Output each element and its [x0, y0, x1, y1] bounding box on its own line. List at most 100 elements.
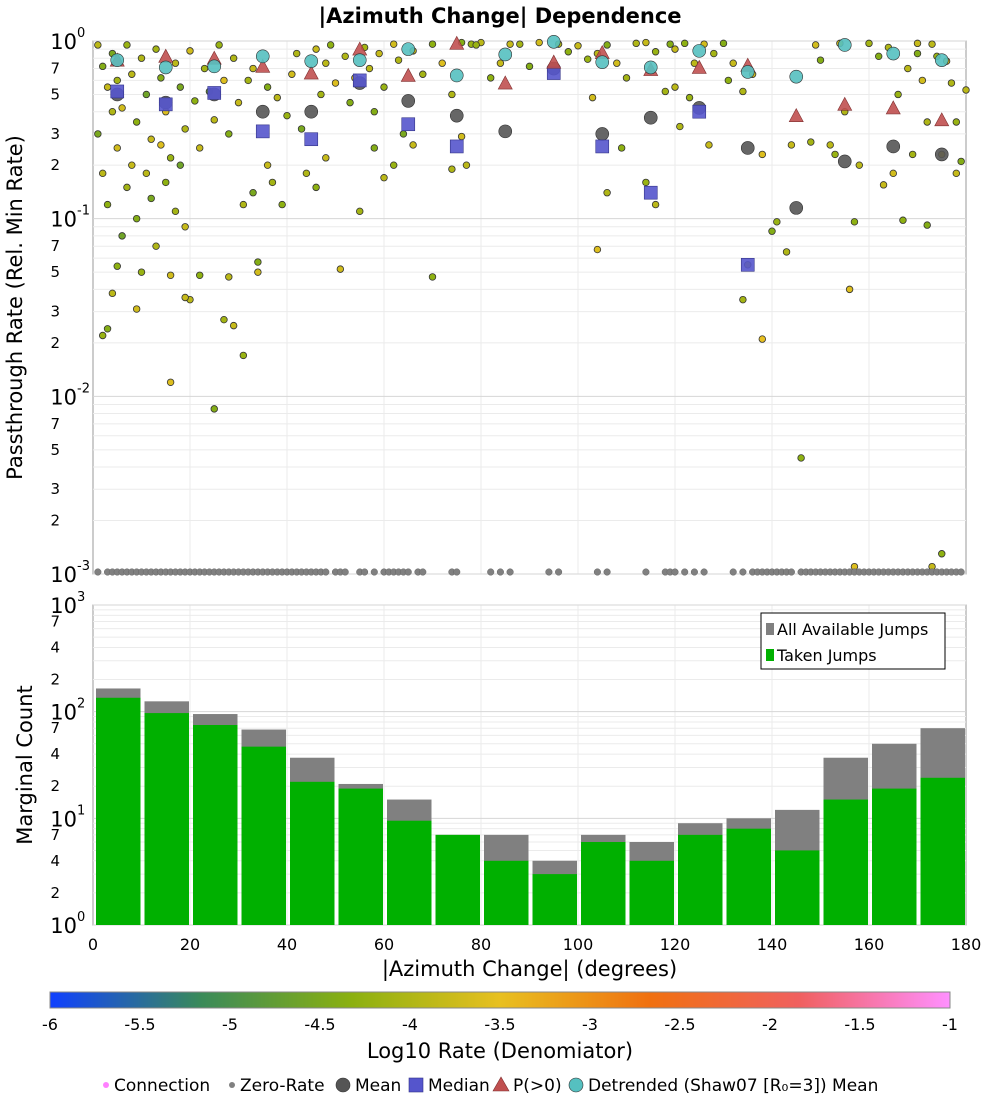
- taken-jumps-bar: [726, 828, 771, 925]
- histogram-legend: All Available Jumps Taken Jumps: [760, 612, 946, 670]
- connection-point: [128, 161, 136, 169]
- connection-point: [409, 141, 417, 149]
- connection-point: [908, 150, 917, 159]
- colorbar-tick-label: -3: [582, 1015, 598, 1034]
- histogram-y-axis-label: Marginal Count: [13, 685, 37, 844]
- histogram-x-tick-labels: 0 20 40 60 80 100 120 140 160 180: [88, 935, 981, 954]
- connection-point: [370, 144, 378, 152]
- histogram-y-major-tick-label: 10: [50, 594, 77, 618]
- connection-point: [642, 38, 650, 47]
- histogram-y-major-tick-label: 10: [50, 807, 77, 831]
- scatter-y-minor-tick-label: 3: [50, 480, 60, 498]
- connection-point: [811, 41, 820, 49]
- connection-point: [816, 56, 825, 64]
- connection-point: [845, 285, 854, 294]
- mean-marker: [449, 108, 464, 123]
- zero-rate-point: [404, 568, 412, 576]
- colorbar-tick-label: -4: [402, 1015, 418, 1034]
- x-tick-label: 100: [563, 935, 594, 954]
- detrended-mean-marker: [207, 59, 222, 74]
- zero-rate-point: [341, 568, 349, 576]
- connection-point: [739, 295, 747, 304]
- detrended-mean-marker: [304, 54, 319, 68]
- legend-label: Zero-Rate: [240, 1076, 325, 1096]
- scatter-y-major-tick-exponent: 0: [77, 26, 85, 41]
- median-marker: [643, 185, 658, 200]
- detrended-mean-marker: [546, 34, 561, 49]
- connection-point: [108, 108, 117, 116]
- histogram-y-major-tick-exponent: 3: [77, 590, 85, 605]
- connection-point: [375, 49, 383, 58]
- connection-point: [297, 125, 306, 133]
- zero-rate-point: [690, 568, 698, 576]
- connection-point: [142, 169, 151, 178]
- connection-point: [273, 93, 281, 102]
- median-marker: [595, 139, 610, 154]
- zero-rate-point: [322, 568, 330, 576]
- colorbar-tick-label: -1: [942, 1015, 958, 1034]
- connection-point: [913, 39, 922, 48]
- legend-circle-icon: [568, 1077, 584, 1093]
- connection-point: [268, 178, 277, 187]
- x-tick-label: 120: [660, 935, 691, 954]
- connection-point: [176, 161, 184, 169]
- zero-rate-point: [94, 568, 102, 576]
- connection-point: [923, 118, 931, 126]
- legend-label: Detrended (Shaw07 [R₀=3]) Mean: [588, 1076, 878, 1096]
- x-tick-label: 60: [374, 935, 394, 954]
- connection-point: [118, 104, 126, 112]
- mean-marker: [304, 104, 319, 119]
- connection-point: [535, 38, 543, 47]
- connection-point: [356, 207, 364, 216]
- connection-point: [671, 45, 679, 53]
- connection-point: [807, 138, 815, 146]
- connection-point: [525, 62, 534, 71]
- connection-point: [278, 200, 286, 209]
- mean-marker: [498, 124, 513, 139]
- histogram-y-major-tick-label: 10: [50, 701, 77, 725]
- histogram-y-minor-tick-label: 2: [50, 884, 60, 902]
- scatter-y-minor-tick-label: 3: [50, 125, 60, 143]
- legend-label: Median: [428, 1076, 490, 1096]
- connection-point: [365, 64, 374, 73]
- connection-point: [787, 141, 796, 149]
- colorbar-tick-label: -2: [762, 1015, 778, 1034]
- zero-rate-point: [361, 568, 369, 576]
- zero-rate-point: [603, 568, 611, 576]
- connection-point: [103, 325, 112, 333]
- detrended-mean-marker: [643, 60, 658, 75]
- zero-rate-point: [642, 568, 650, 576]
- mean-marker: [789, 201, 804, 215]
- connection-point: [370, 108, 378, 116]
- connection-point: [225, 130, 233, 138]
- connection-point: [123, 41, 131, 49]
- connection-point: [879, 181, 888, 189]
- legend-triangle-icon: [492, 1076, 510, 1092]
- detrended-mean-marker: [934, 53, 949, 67]
- connection-point: [326, 41, 335, 49]
- connection-point: [263, 83, 272, 91]
- colorbar-tick-label: -6: [42, 1015, 58, 1034]
- x-tick-label: 180: [951, 935, 982, 954]
- connection-point: [123, 183, 131, 192]
- scatter-y-minor-tick-label: 5: [50, 263, 60, 281]
- connection-point: [938, 550, 946, 558]
- mean-marker: [401, 94, 416, 108]
- detrended-mean-marker: [886, 46, 901, 61]
- connection-point: [137, 54, 146, 62]
- connection-point: [419, 70, 427, 78]
- colorbar: -6 -5.5 -5 -4.5 -4 -3.5 -3 -2.5 -2 -1.5 -1: [42, 991, 958, 1034]
- connection-point: [947, 79, 956, 87]
- connection-point: [724, 76, 733, 85]
- x-tick-label: 40: [277, 935, 297, 954]
- connection-point: [390, 40, 398, 48]
- detrended-mean-marker: [498, 47, 513, 62]
- connection-point: [147, 135, 155, 143]
- connection-point: [918, 76, 927, 85]
- zero-rate-point: [593, 568, 601, 576]
- connection-point: [108, 289, 117, 298]
- colorbar-tick-labels: -6 -5.5 -5 -4.5 -4 -3.5 -3 -2.5 -2 -1.5 -1: [42, 1015, 958, 1034]
- connection-point: [865, 39, 873, 48]
- colorbar-tick-label: -5: [222, 1015, 238, 1034]
- scatter-y-major-tick-label: 10: [50, 30, 77, 54]
